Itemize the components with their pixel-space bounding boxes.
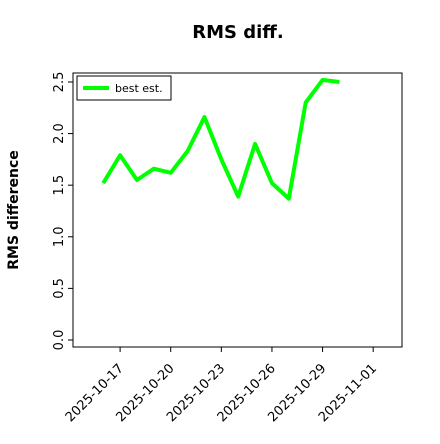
plot-frame (72, 72, 403, 348)
data-line (101, 77, 340, 201)
y-tick-label: 2.0 (52, 123, 67, 144)
y-axis-label: RMS difference (6, 150, 22, 270)
chart-title: RMS diff. (192, 22, 283, 43)
y-tick-label: 1.0 (52, 226, 67, 247)
y-tick-label: 0.0 (52, 330, 67, 351)
legend-label: best est. (115, 82, 163, 95)
y-tick-label: 2.5 (52, 72, 67, 93)
y-tick-label: 0.5 (52, 278, 67, 299)
y-tick-label: 1.5 (52, 175, 67, 196)
